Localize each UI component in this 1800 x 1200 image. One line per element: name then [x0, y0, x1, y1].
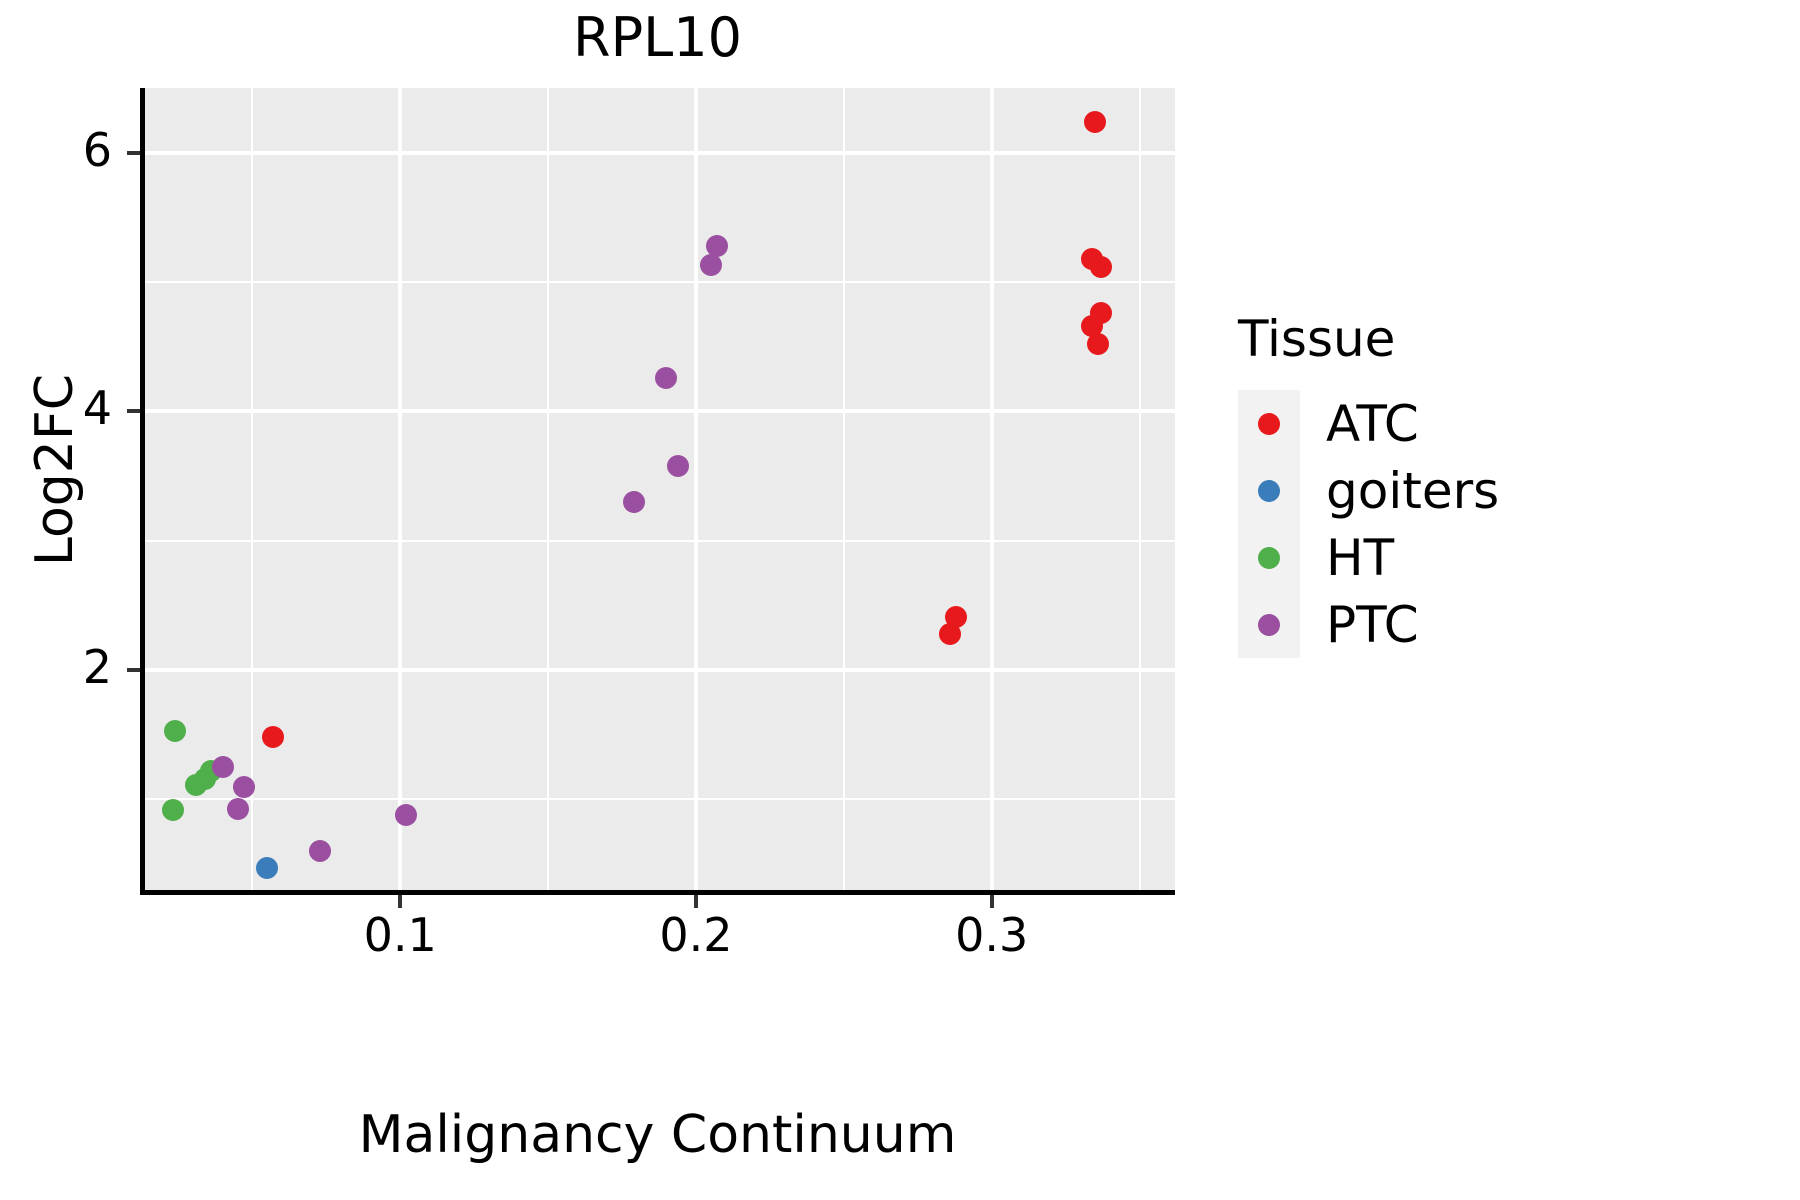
data-point-ptc	[226, 797, 249, 820]
gridline-major	[398, 88, 403, 890]
gridline-minor	[140, 539, 1175, 542]
x-tick	[989, 895, 994, 908]
gridline-minor	[251, 88, 254, 890]
x-tick	[693, 895, 698, 908]
legend-item-label: goiters	[1326, 461, 1500, 520]
legend-key-background	[1238, 390, 1300, 658]
legend-key-icon	[1238, 390, 1300, 457]
data-point-ht	[185, 774, 208, 797]
legend-item-label: HT	[1326, 528, 1395, 587]
legend: Tissue ATC goiters HT PTC	[1228, 310, 1648, 658]
page-title: RPL10	[573, 6, 742, 69]
gridline-minor	[140, 798, 1175, 801]
data-point-ptc	[622, 490, 645, 513]
gridline-major	[140, 409, 1175, 414]
gridline-major	[693, 88, 698, 890]
legend-item-label: PTC	[1326, 595, 1419, 654]
data-point-atc	[939, 622, 962, 645]
legend-dot-icon	[1258, 412, 1280, 435]
data-point-atc	[262, 726, 285, 749]
gridline-major	[140, 668, 1175, 673]
legend-item-ptc[interactable]: PTC	[1228, 591, 1648, 658]
y-axis-line	[140, 88, 145, 895]
legend-dot-icon	[1258, 546, 1280, 569]
legend-item-label: ATC	[1326, 394, 1419, 453]
data-point-ptc	[705, 234, 728, 257]
y-tick-label: 2	[82, 640, 112, 695]
legend-dot-icon	[1258, 613, 1280, 636]
data-point-goiters	[256, 857, 279, 879]
data-point-ptc	[395, 803, 418, 826]
data-point-atc	[1087, 333, 1110, 356]
data-point-ptc	[309, 840, 332, 863]
y-tick	[127, 150, 140, 155]
x-axis-title: Malignancy Continuum	[358, 1105, 957, 1165]
gridline-major	[140, 150, 1175, 155]
data-point-ptc	[232, 775, 255, 798]
gridline-minor	[547, 88, 550, 890]
x-tick-label: 0.1	[363, 908, 437, 962]
legend-dot-icon	[1258, 479, 1280, 502]
data-point-ht	[161, 798, 184, 821]
y-tick	[127, 409, 140, 414]
legend-item-goiters[interactable]: goiters	[1228, 457, 1648, 524]
data-point-atc	[945, 606, 968, 629]
x-tick	[398, 895, 403, 908]
plot-panel	[140, 88, 1175, 890]
data-point-ptc	[655, 366, 678, 389]
data-point-atc	[1084, 110, 1107, 133]
y-tick	[127, 668, 140, 673]
legend-title: Tissue	[1238, 310, 1396, 368]
data-point-ptc	[211, 756, 234, 779]
y-axis-title: Log2FC	[25, 373, 85, 567]
legend-items: ATC goiters HT PTC	[1228, 390, 1648, 658]
legend-key-icon	[1238, 591, 1300, 658]
legend-item-ht[interactable]: HT	[1228, 524, 1648, 591]
gridline-minor	[842, 88, 845, 890]
data-point-atc	[1090, 255, 1113, 278]
gridline-major	[989, 88, 994, 890]
x-tick-label: 0.2	[659, 908, 733, 962]
gridline-minor	[140, 281, 1175, 284]
x-tick-label: 0.3	[955, 908, 1029, 962]
gridline-minor	[1138, 88, 1141, 890]
legend-key-icon	[1238, 524, 1300, 591]
legend-key-icon	[1238, 457, 1300, 524]
y-tick-label: 4	[82, 381, 112, 436]
data-point-ht	[164, 719, 187, 742]
legend-item-atc[interactable]: ATC	[1228, 390, 1648, 457]
data-point-ptc	[667, 454, 690, 477]
data-point-ptc	[699, 254, 722, 277]
x-axis-line	[140, 890, 1175, 895]
data-point-atc	[1081, 315, 1104, 337]
y-tick-label: 6	[82, 122, 112, 177]
